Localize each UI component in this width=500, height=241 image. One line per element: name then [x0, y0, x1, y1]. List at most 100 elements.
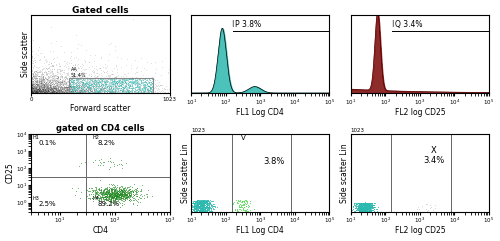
Point: [360, 204, 368, 208]
Point: [28, 71, 36, 75]
Point: [64, 67, 72, 71]
Point: [194, 201, 202, 204]
Point: [245, 204, 253, 208]
Point: [39, 87, 47, 91]
Point: [86, 88, 94, 92]
Point: [60, 87, 68, 91]
Point: [98, 188, 106, 192]
Point: [200, 198, 207, 202]
Point: [118, 194, 126, 198]
Point: [362, 209, 370, 213]
Point: [166, 84, 173, 88]
Point: [113, 197, 121, 201]
Point: [42, 91, 50, 95]
Point: [364, 202, 372, 206]
Point: [103, 198, 111, 201]
Point: [54, 74, 62, 78]
Point: [98, 79, 106, 83]
Point: [144, 89, 152, 93]
Point: [72, 83, 80, 87]
Point: [80, 80, 88, 84]
Point: [58, 91, 66, 95]
Point: [122, 196, 130, 200]
Point: [38, 82, 46, 86]
Point: [28, 86, 36, 89]
Point: [166, 88, 173, 92]
Point: [119, 187, 127, 191]
Point: [356, 208, 364, 212]
Point: [362, 202, 370, 206]
Point: [50, 91, 58, 95]
Point: [37, 74, 45, 78]
Point: [124, 77, 132, 80]
Point: [107, 195, 115, 199]
Point: [42, 82, 50, 86]
Point: [79, 81, 87, 85]
Point: [358, 202, 366, 206]
Point: [140, 77, 147, 80]
Point: [134, 84, 142, 87]
Point: [118, 192, 126, 196]
Text: 89.2%: 89.2%: [98, 201, 120, 207]
Point: [356, 208, 364, 212]
Point: [194, 203, 202, 207]
Point: [352, 206, 360, 210]
Point: [51, 83, 59, 87]
Point: [108, 193, 116, 197]
Point: [38, 85, 46, 88]
Point: [35, 88, 43, 92]
Point: [122, 193, 130, 197]
Point: [359, 202, 367, 206]
Point: [362, 205, 370, 209]
Point: [28, 89, 36, 93]
Point: [366, 204, 374, 208]
Point: [48, 78, 56, 82]
Point: [98, 185, 106, 189]
Point: [120, 194, 128, 198]
Point: [48, 87, 56, 91]
Point: [166, 90, 173, 94]
Point: [103, 89, 111, 93]
Point: [56, 87, 64, 91]
Point: [36, 84, 44, 87]
Point: [360, 208, 368, 211]
Point: [354, 204, 362, 208]
Point: [366, 209, 374, 213]
Point: [128, 91, 136, 95]
Point: [54, 84, 62, 87]
Point: [36, 89, 44, 93]
Point: [146, 87, 154, 91]
Point: [152, 91, 160, 94]
Point: [39, 88, 47, 92]
Point: [102, 86, 110, 89]
Point: [64, 85, 72, 89]
Point: [108, 190, 116, 194]
Point: [42, 88, 50, 92]
Point: [122, 198, 130, 202]
Point: [66, 85, 74, 88]
Point: [236, 199, 244, 203]
Point: [426, 205, 434, 208]
Point: [90, 191, 98, 195]
Point: [133, 70, 141, 74]
Point: [108, 87, 116, 91]
Point: [60, 79, 68, 83]
Point: [86, 88, 94, 92]
Point: [142, 68, 150, 72]
Point: [166, 89, 173, 93]
Point: [356, 206, 364, 209]
Point: [356, 203, 364, 207]
Point: [361, 204, 369, 208]
Point: [360, 210, 368, 214]
Point: [34, 87, 42, 91]
Point: [134, 82, 142, 86]
Point: [195, 201, 203, 205]
Point: [118, 82, 126, 86]
Point: [198, 207, 206, 211]
Point: [68, 87, 76, 91]
Point: [104, 190, 112, 194]
Point: [146, 86, 154, 89]
Point: [61, 63, 69, 67]
Point: [50, 77, 58, 81]
Point: [43, 91, 51, 95]
